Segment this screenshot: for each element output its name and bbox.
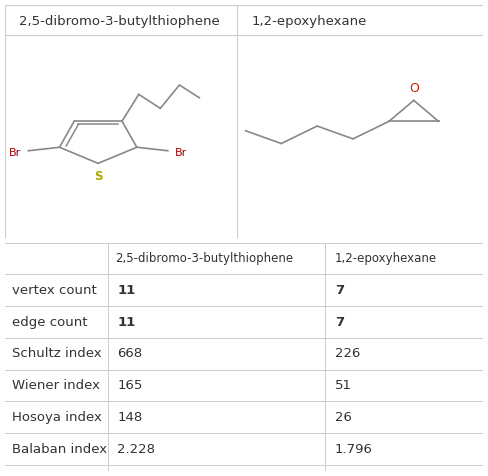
Text: 7: 7 [335,316,344,328]
Text: 226: 226 [335,347,360,360]
Text: 1.796: 1.796 [335,443,373,456]
Text: 11: 11 [117,316,136,328]
Text: 668: 668 [117,347,142,360]
Text: Br: Br [9,148,21,158]
Text: Br: Br [175,148,187,158]
Text: 7: 7 [335,284,344,297]
Text: 148: 148 [117,411,142,424]
Text: edge count: edge count [12,316,87,328]
Text: 2.228: 2.228 [117,443,155,456]
Text: 11: 11 [117,284,136,297]
Text: Schultz index: Schultz index [12,347,102,360]
Text: Hosoya index: Hosoya index [12,411,102,424]
Text: vertex count: vertex count [12,284,97,297]
Text: Balaban index: Balaban index [12,443,107,456]
Text: 51: 51 [335,379,352,392]
Text: 1,2-epoxyhexane: 1,2-epoxyhexane [252,15,367,28]
Text: 2,5-dibromo-3-butylthiophene: 2,5-dibromo-3-butylthiophene [115,252,293,265]
Text: 26: 26 [335,411,352,424]
Text: 2,5-dibromo-3-butylthiophene: 2,5-dibromo-3-butylthiophene [19,15,220,28]
Text: O: O [409,81,419,95]
Text: 1,2-epoxyhexane: 1,2-epoxyhexane [335,252,437,265]
Text: 165: 165 [117,379,142,392]
Text: Wiener index: Wiener index [12,379,100,392]
Text: S: S [94,169,102,183]
